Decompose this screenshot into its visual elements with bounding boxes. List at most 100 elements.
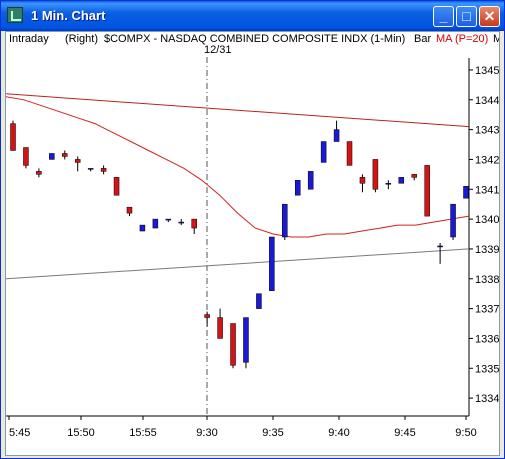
down-candle-body <box>113 177 120 196</box>
candle[interactable] <box>49 153 55 160</box>
candle[interactable] <box>139 224 146 232</box>
down-candle-body <box>100 168 107 172</box>
candle[interactable] <box>463 186 469 199</box>
y-tick-label: 1345 <box>475 65 499 77</box>
candle[interactable] <box>191 218 197 235</box>
title-bar[interactable]: 1 Min. Chart _ □ ✕ <box>1 1 504 31</box>
up-candle-body <box>165 218 172 221</box>
moving-average-line <box>6 96 470 238</box>
up-candle-body <box>256 293 262 309</box>
up-candle-body <box>243 317 249 363</box>
candle[interactable] <box>126 206 133 217</box>
x-tick-label: 9:45 <box>394 427 415 439</box>
up-candle-body <box>437 245 443 248</box>
chart-app-icon[interactable] <box>7 7 23 23</box>
x-tick-label: 15:55 <box>129 427 157 439</box>
candle[interactable] <box>36 168 42 178</box>
up-candle-body <box>398 177 405 184</box>
candle[interactable] <box>113 177 120 196</box>
up-candle-body <box>294 180 301 196</box>
candle[interactable] <box>346 141 353 166</box>
close-button[interactable]: ✕ <box>479 6 500 27</box>
candle[interactable] <box>385 180 392 190</box>
down-candle-body <box>346 141 353 166</box>
up-candle-body <box>269 236 275 291</box>
up-candle-body <box>450 203 456 238</box>
down-candle-body <box>359 177 366 184</box>
down-candle-body <box>126 206 133 214</box>
candle[interactable] <box>87 168 94 172</box>
up-candle-body <box>152 218 159 229</box>
down-candle-body <box>191 218 197 229</box>
candle[interactable] <box>398 177 405 184</box>
y-tick-label: 1339 <box>475 244 499 256</box>
y-tick-label: 1335 <box>475 363 499 375</box>
down-candle-body <box>74 159 81 163</box>
x-tick-label: 9:30 <box>196 427 217 439</box>
candle[interactable] <box>282 203 288 240</box>
down-candle-body <box>23 147 29 166</box>
candle[interactable] <box>372 159 379 193</box>
y-tick-label: 1343 <box>475 125 499 137</box>
prior-session-line <box>6 93 470 128</box>
up-candle-body <box>385 183 392 185</box>
y-tick-label: 1344 <box>475 95 499 107</box>
candle[interactable] <box>23 147 29 169</box>
minimize-button[interactable]: _ <box>433 6 454 27</box>
up-candle-body <box>463 186 469 199</box>
x-tick-label: 9:50 <box>455 427 476 439</box>
candle[interactable] <box>152 218 159 229</box>
candle[interactable] <box>256 293 262 309</box>
candle[interactable] <box>204 311 210 327</box>
candle[interactable] <box>178 219 185 226</box>
up-candle-body <box>87 168 94 170</box>
candle[interactable] <box>230 323 236 369</box>
y-tick-label: 1334 <box>475 393 499 405</box>
chart-style-label[interactable]: Bar <box>414 33 431 45</box>
y-tick-label: 1336 <box>475 333 499 345</box>
interval-label[interactable]: Intraday <box>9 33 49 45</box>
up-candle-body <box>49 153 55 160</box>
candle[interactable] <box>294 180 301 196</box>
axis-side-label: (Right) <box>65 33 98 45</box>
x-tick-label: 9:40 <box>328 427 349 439</box>
candle[interactable] <box>450 203 456 240</box>
candle[interactable] <box>424 165 430 217</box>
up-candle-body <box>307 171 314 190</box>
maximize-button[interactable]: □ <box>456 6 477 27</box>
down-candle-body <box>411 174 417 178</box>
candle[interactable] <box>217 308 223 339</box>
y-tick-label: 1338 <box>475 274 499 286</box>
symbol-label[interactable]: $COMPX - NASDAQ COMBINED COMPOSITE INDX … <box>104 33 405 45</box>
candle[interactable] <box>10 120 16 151</box>
down-candle-body <box>424 165 430 217</box>
candle[interactable] <box>411 174 417 181</box>
up-candle-body <box>178 221 185 224</box>
slow-average-line <box>6 248 470 280</box>
candle[interactable] <box>165 218 172 223</box>
down-candle-body <box>62 153 68 157</box>
up-candle-body <box>282 203 288 238</box>
candle[interactable] <box>243 317 249 369</box>
indicator-label[interactable]: MA (P=20) <box>436 33 488 45</box>
candle[interactable] <box>320 141 327 163</box>
up-candle-body <box>320 141 327 163</box>
candle[interactable] <box>74 156 81 172</box>
candle[interactable] <box>333 120 340 142</box>
down-candle-body <box>372 159 379 190</box>
down-candle-body <box>204 314 210 318</box>
candle[interactable] <box>62 150 68 160</box>
x-tick-label: 15:50 <box>67 427 95 439</box>
candle[interactable] <box>359 174 366 193</box>
down-candle-body <box>217 317 223 339</box>
up-candle-body <box>333 129 340 142</box>
price-chart[interactable]: Intraday (Right) $COMPX - NASDAQ COMBINE… <box>6 32 500 456</box>
candle[interactable] <box>307 171 314 190</box>
candle[interactable] <box>437 242 443 264</box>
x-tick-label: 5:45 <box>9 427 30 439</box>
chart-area[interactable]: Intraday (Right) $COMPX - NASDAQ COMBINE… <box>5 31 500 456</box>
candle[interactable] <box>269 236 275 291</box>
candle[interactable] <box>100 165 107 175</box>
down-candle-body <box>36 171 42 175</box>
